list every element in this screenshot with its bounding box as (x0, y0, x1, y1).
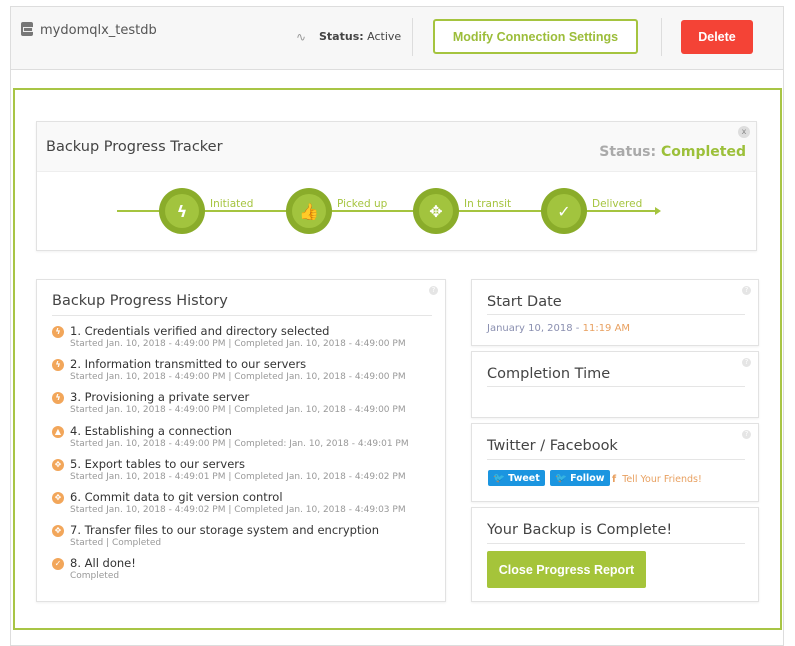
tracker-status-value: Completed (660, 144, 746, 160)
tell-friends-link[interactable]: f Tell Your Friends! (612, 474, 702, 485)
database-icon (21, 22, 33, 36)
start-date-date: January 10, 2018 - (487, 323, 583, 334)
history-item-timestamps: Started Jan. 10, 2018 - 4:49:00 PM | Com… (70, 372, 406, 383)
divider (661, 18, 662, 56)
history-item-timestamps: Started Jan. 10, 2018 - 4:49:02 PM | Com… (70, 505, 406, 515)
start-date-value: January 10, 2018 - 11:19 AM (487, 323, 630, 334)
backup-progress-history: ? Backup Progress History ϟ 1. Credentia… (36, 279, 446, 602)
history-item: ϟ 3. Provisioning a private server Start… (52, 390, 432, 420)
history-item-timestamps: Started Jan. 10, 2018 - 4:49:00 PM | Com… (70, 405, 406, 416)
move-arrows-icon: ✥ (52, 492, 64, 504)
history-item-title: 8. All done! (70, 556, 136, 571)
facebook-icon: f (612, 474, 617, 485)
delete-button[interactable]: Delete (681, 20, 753, 54)
lightning-icon: ϟ (52, 392, 64, 405)
social-title: Twitter / Facebook (487, 438, 618, 454)
thumbs-up-icon: 👍 (292, 194, 326, 228)
connection-header (11, 7, 783, 70)
step-1: 👍 (286, 188, 332, 234)
tell-friends-label: Tell Your Friends! (622, 474, 702, 485)
backup-progress-tracker: Backup Progress Tracker Status: Complete… (36, 121, 757, 251)
divider (412, 18, 413, 56)
modify-connection-button[interactable]: Modify Connection Settings (433, 19, 638, 54)
history-item-title: 1. Credentials verified and directory se… (70, 324, 330, 338)
lightning-icon: ϟ (52, 326, 64, 338)
lightning-icon: ϟ (165, 194, 199, 228)
close-progress-report-button[interactable]: Close Progress Report (487, 551, 646, 588)
follow-label: Follow (570, 472, 605, 484)
divider (487, 314, 745, 315)
history-item: ✥ 7. Transfer files to our storage syste… (52, 523, 432, 553)
check-icon: ✓ (547, 194, 581, 228)
tracker-header (37, 122, 756, 172)
history-item: ϟ 2. Information transmitted to our serv… (52, 357, 432, 387)
history-item-title: 6. Commit data to git version control (70, 490, 283, 504)
twitter-icon: 🐦 (555, 472, 571, 484)
step-label: In transit (464, 198, 512, 210)
completion-time-title: Completion Time (487, 366, 611, 382)
history-item-timestamps: Started | Completed (70, 538, 162, 549)
history-title: Backup Progress History (52, 293, 228, 309)
move-arrows-icon: ✥ (419, 194, 453, 228)
close-icon[interactable]: x (738, 126, 750, 138)
history-item-timestamps: Started Jan. 10, 2018 - 4:49:00 PM | Com… (70, 339, 406, 349)
pulse-icon: ∿ (296, 30, 307, 44)
step-0: ϟ (159, 188, 205, 234)
help-icon[interactable]: ? (742, 286, 751, 295)
twitter-icon: 🐦 (493, 472, 509, 484)
divider (487, 543, 745, 544)
social-card: ? Twitter / Facebook 🐦 Tweet 🐦 Follow f … (471, 423, 759, 502)
arrow-head-icon (655, 207, 661, 215)
history-item-timestamps: Started Jan. 10, 2018 - 4:49:01 PM | Com… (70, 471, 406, 482)
divider (52, 315, 432, 316)
check-icon: ✓ (52, 558, 64, 571)
history-item: ✥ 6. Commit data to git version control … (52, 490, 432, 520)
status-label: Status: (319, 30, 364, 43)
start-date-card: ? Start Date January 10, 2018 - 11:19 AM (471, 279, 759, 346)
backup-complete-title: Your Backup is Complete! (487, 522, 673, 538)
tracker-status: Status: Completed (599, 144, 746, 160)
history-item-timestamps: Started Jan. 10, 2018 - 4:49:00 PM | Com… (70, 438, 409, 449)
history-item-title: 3. Provisioning a private server (70, 390, 250, 405)
move-arrows-icon: ✥ (52, 458, 64, 471)
history-item: ✥ 5. Export tables to our servers Starte… (52, 457, 432, 487)
divider (487, 459, 745, 460)
completion-time-card: ? Completion Time (471, 351, 759, 418)
history-item-timestamps: Completed (70, 571, 120, 582)
step-label: Delivered (592, 198, 643, 210)
tracker-status-label: Status: (599, 144, 657, 160)
help-icon[interactable]: ? (742, 430, 751, 439)
history-item: ✓ 8. All done! Completed (52, 556, 432, 586)
tracker-title: Backup Progress Tracker (46, 139, 223, 155)
lightning-icon: ϟ (52, 359, 64, 372)
database-name: mydomqlx_testdb (40, 23, 157, 38)
history-item: ϟ 1. Credentials verified and directory … (52, 324, 432, 354)
progress-container (13, 88, 782, 630)
divider (487, 386, 745, 387)
help-icon[interactable]: ? (429, 286, 438, 295)
thumbs-up-icon: ▲ (52, 425, 64, 438)
tweet-button[interactable]: 🐦 Tweet (488, 470, 545, 486)
start-date-title: Start Date (487, 294, 562, 310)
history-item-title: 4. Establishing a connection (70, 423, 232, 438)
step-3: ✓ (541, 188, 587, 234)
history-item: ▲ 4. Establishing a connection Started J… (52, 424, 432, 454)
step-2: ✥ (413, 188, 459, 234)
step-label: Initiated (210, 198, 254, 210)
move-arrows-icon: ✥ (52, 525, 64, 538)
tweet-label: Tweet (508, 472, 540, 484)
help-icon[interactable]: ? (742, 358, 751, 367)
progress-line (117, 210, 657, 212)
history-item-title: 2. Information transmitted to our server… (70, 357, 307, 372)
start-date-time: 11:19 AM (582, 323, 631, 334)
backup-complete-card: Your Backup is Complete! Close Progress … (471, 507, 759, 602)
status-value: Active (367, 30, 402, 43)
connection-status: Status: Active (319, 30, 401, 43)
step-label: Picked up (337, 198, 388, 210)
history-item-title: 5. Export tables to our servers (70, 456, 246, 471)
history-item-title: 7. Transfer files to our storage system … (70, 523, 380, 538)
follow-button[interactable]: 🐦 Follow (550, 470, 610, 486)
